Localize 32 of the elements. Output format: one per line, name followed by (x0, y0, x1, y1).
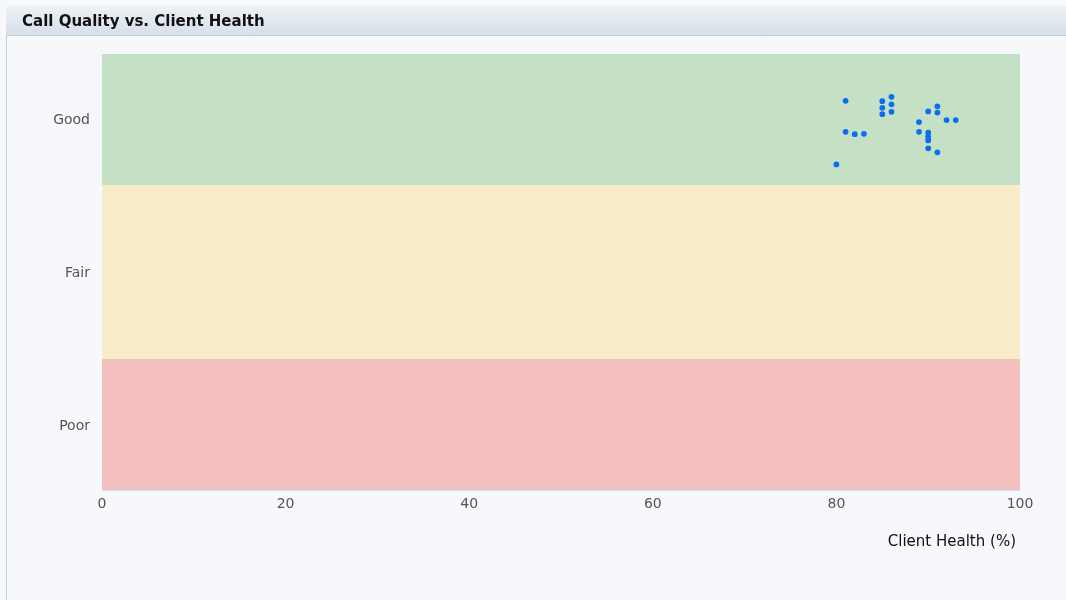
point (879, 98, 886, 105)
point (934, 109, 941, 116)
point (934, 149, 941, 156)
point (842, 128, 849, 135)
x-axis-title: Client Health (%) (887, 532, 1016, 550)
point (888, 93, 895, 100)
point (943, 117, 950, 123)
point (916, 128, 922, 135)
point (925, 145, 932, 152)
point (916, 119, 922, 125)
x-tick-label: 100 (1006, 494, 1034, 511)
point (888, 101, 895, 108)
band-label: Poor (59, 416, 91, 433)
x-tick-label: 60 (643, 494, 662, 511)
chart-title: Call Quality vs. Client Health (21, 11, 266, 30)
point (879, 104, 886, 111)
x-tick-label: 40 (460, 494, 479, 511)
point (861, 130, 867, 137)
band-label: Good (53, 111, 90, 128)
point (934, 103, 941, 110)
point (888, 108, 895, 115)
x-tick-label: 20 (276, 494, 295, 511)
point (879, 111, 886, 118)
band-label: Fair (65, 263, 91, 280)
x-tick-label: 80 (827, 494, 846, 511)
point (833, 161, 840, 168)
point (952, 117, 959, 123)
point (925, 108, 932, 115)
x-tick-label: 0 (97, 494, 107, 511)
point (842, 97, 849, 104)
point (851, 131, 858, 138)
point (925, 137, 932, 144)
